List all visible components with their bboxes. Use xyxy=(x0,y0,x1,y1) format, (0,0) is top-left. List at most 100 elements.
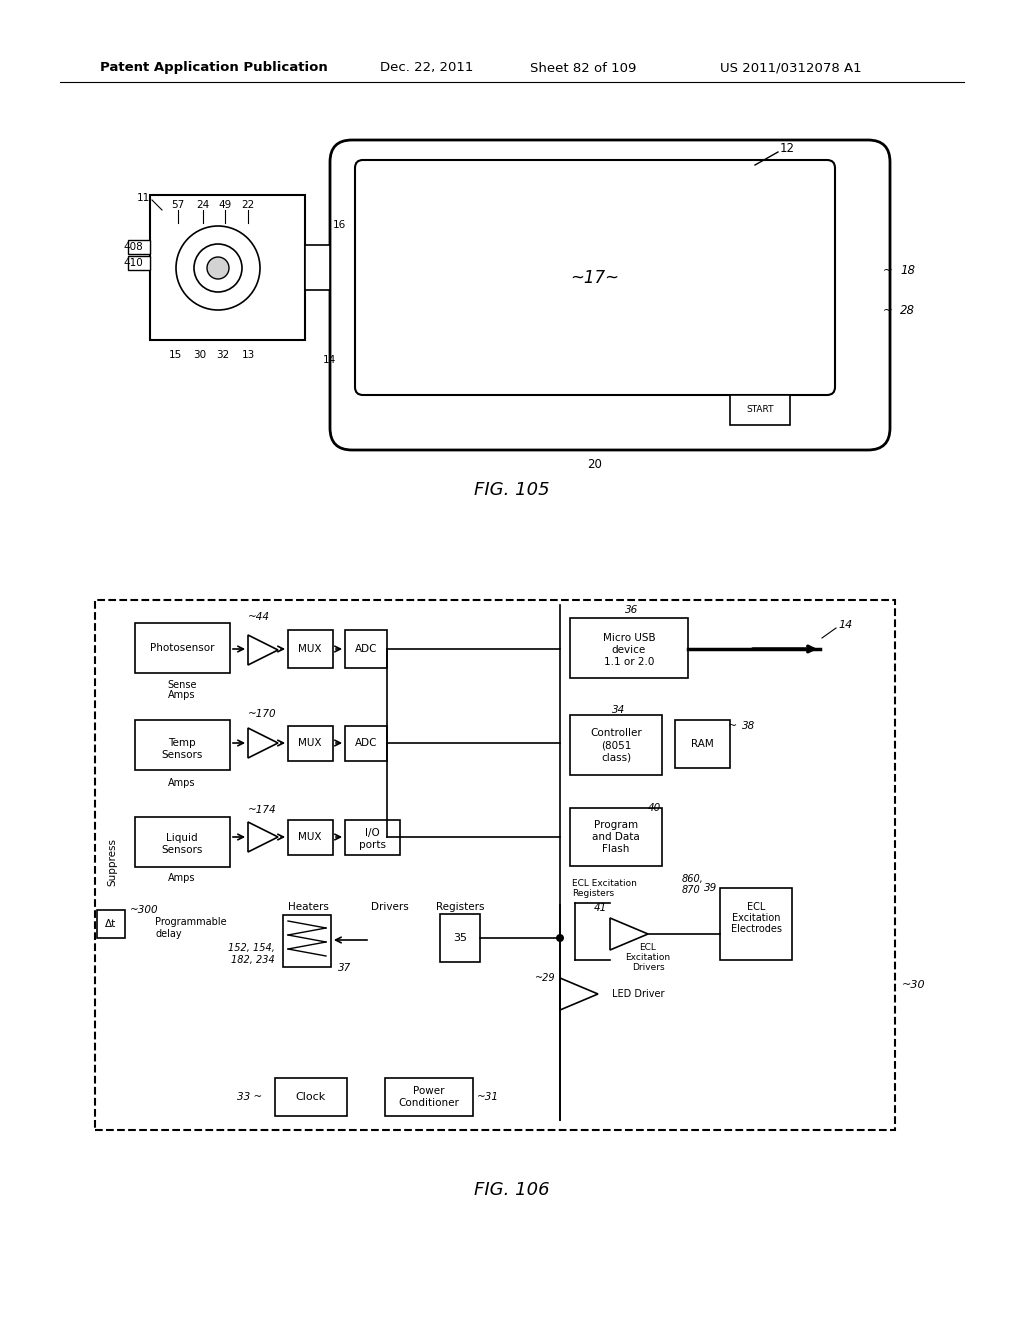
Bar xyxy=(440,913,480,962)
Text: Sense: Sense xyxy=(167,680,197,690)
Text: Photosensor: Photosensor xyxy=(150,643,214,653)
Text: (8051: (8051 xyxy=(601,741,631,750)
Bar xyxy=(570,618,688,678)
Text: 37: 37 xyxy=(338,964,351,973)
Text: device: device xyxy=(612,645,646,655)
Text: Drivers: Drivers xyxy=(371,902,409,912)
Text: Programmable: Programmable xyxy=(155,917,226,927)
Text: 22: 22 xyxy=(242,201,255,210)
Text: START: START xyxy=(746,405,774,414)
Bar xyxy=(345,630,387,668)
Text: 18: 18 xyxy=(900,264,915,276)
Text: Program: Program xyxy=(594,820,638,830)
Text: FIG. 106: FIG. 106 xyxy=(474,1181,550,1199)
Text: Dec. 22, 2011: Dec. 22, 2011 xyxy=(380,62,473,74)
Text: ECL Excitation: ECL Excitation xyxy=(572,879,637,887)
Circle shape xyxy=(207,257,229,279)
Text: 14: 14 xyxy=(323,355,336,366)
Text: 36: 36 xyxy=(625,605,638,615)
Text: 41: 41 xyxy=(593,903,606,913)
Text: 16: 16 xyxy=(333,220,346,230)
Text: ADC: ADC xyxy=(354,738,377,748)
Text: Δt: Δt xyxy=(105,919,117,929)
Bar xyxy=(730,395,790,425)
Bar xyxy=(95,601,895,1130)
Text: Excitation: Excitation xyxy=(626,953,671,962)
Text: Amps: Amps xyxy=(168,690,196,700)
Text: class): class) xyxy=(601,752,631,762)
Text: Liquid: Liquid xyxy=(166,833,198,843)
Text: Drivers: Drivers xyxy=(632,964,665,973)
Text: LED Driver: LED Driver xyxy=(612,989,665,999)
Text: Registers: Registers xyxy=(572,888,614,898)
Bar xyxy=(570,715,662,775)
Text: delay: delay xyxy=(155,929,181,939)
Text: 57: 57 xyxy=(171,201,184,210)
Text: ~31: ~31 xyxy=(477,1092,499,1102)
Text: ~174: ~174 xyxy=(248,805,276,814)
Text: 35: 35 xyxy=(453,933,467,942)
Text: 24: 24 xyxy=(197,201,210,210)
Bar xyxy=(275,1078,347,1115)
Text: 870: 870 xyxy=(682,884,700,895)
Bar xyxy=(135,719,230,770)
Text: ~: ~ xyxy=(728,721,737,731)
Text: 14: 14 xyxy=(838,620,852,630)
Text: 408: 408 xyxy=(123,242,143,252)
Text: 30: 30 xyxy=(194,350,207,360)
Text: ~29: ~29 xyxy=(536,973,556,983)
Text: MUX: MUX xyxy=(298,832,322,842)
Text: RAM: RAM xyxy=(690,739,714,748)
Text: 49: 49 xyxy=(218,201,231,210)
Text: and Data: and Data xyxy=(592,832,640,842)
Bar xyxy=(288,630,333,668)
Text: 152, 154,: 152, 154, xyxy=(228,942,275,953)
Text: 410: 410 xyxy=(123,257,143,268)
Bar xyxy=(288,726,333,762)
Bar xyxy=(135,817,230,867)
Text: US 2011/0312078 A1: US 2011/0312078 A1 xyxy=(720,62,861,74)
Bar xyxy=(720,888,792,960)
Text: Electrodes: Electrodes xyxy=(730,924,781,935)
Bar xyxy=(150,195,305,341)
Bar xyxy=(128,256,150,271)
Text: Patent Application Publication: Patent Application Publication xyxy=(100,62,328,74)
Text: 13: 13 xyxy=(242,350,255,360)
Text: Excitation: Excitation xyxy=(732,913,780,923)
Text: 28: 28 xyxy=(900,304,915,317)
Text: Heaters: Heaters xyxy=(288,902,329,912)
Text: Controller: Controller xyxy=(590,729,642,738)
Circle shape xyxy=(556,935,564,942)
Text: ~300: ~300 xyxy=(130,906,159,915)
Text: Registers: Registers xyxy=(436,902,484,912)
Text: ~17~: ~17~ xyxy=(570,269,620,286)
Text: 40: 40 xyxy=(648,803,662,813)
Text: Sheet 82 of 109: Sheet 82 of 109 xyxy=(530,62,636,74)
Text: Temp: Temp xyxy=(168,738,196,748)
Bar xyxy=(135,623,230,673)
Text: ports: ports xyxy=(358,840,385,850)
Text: Conditioner: Conditioner xyxy=(398,1098,460,1107)
Text: Amps: Amps xyxy=(168,777,196,788)
Text: ~44: ~44 xyxy=(248,612,270,622)
Text: I/O: I/O xyxy=(365,828,379,838)
Bar xyxy=(283,915,331,968)
Text: Amps: Amps xyxy=(168,873,196,883)
Text: ADC: ADC xyxy=(354,644,377,653)
Text: ~: ~ xyxy=(883,264,893,276)
Bar xyxy=(128,240,150,253)
Bar xyxy=(570,808,662,866)
Text: 39: 39 xyxy=(703,883,717,894)
FancyBboxPatch shape xyxy=(330,140,890,450)
Text: 32: 32 xyxy=(216,350,229,360)
Text: 860,: 860, xyxy=(682,874,703,884)
Text: Micro USB: Micro USB xyxy=(603,634,655,643)
Text: ~170: ~170 xyxy=(248,709,276,719)
Text: ECL: ECL xyxy=(746,902,765,912)
Text: 34: 34 xyxy=(612,705,626,715)
Bar xyxy=(305,246,330,290)
Text: 20: 20 xyxy=(588,458,602,471)
Text: 1.1 or 2.0: 1.1 or 2.0 xyxy=(604,657,654,667)
Text: 12: 12 xyxy=(780,141,795,154)
Bar xyxy=(345,726,387,762)
